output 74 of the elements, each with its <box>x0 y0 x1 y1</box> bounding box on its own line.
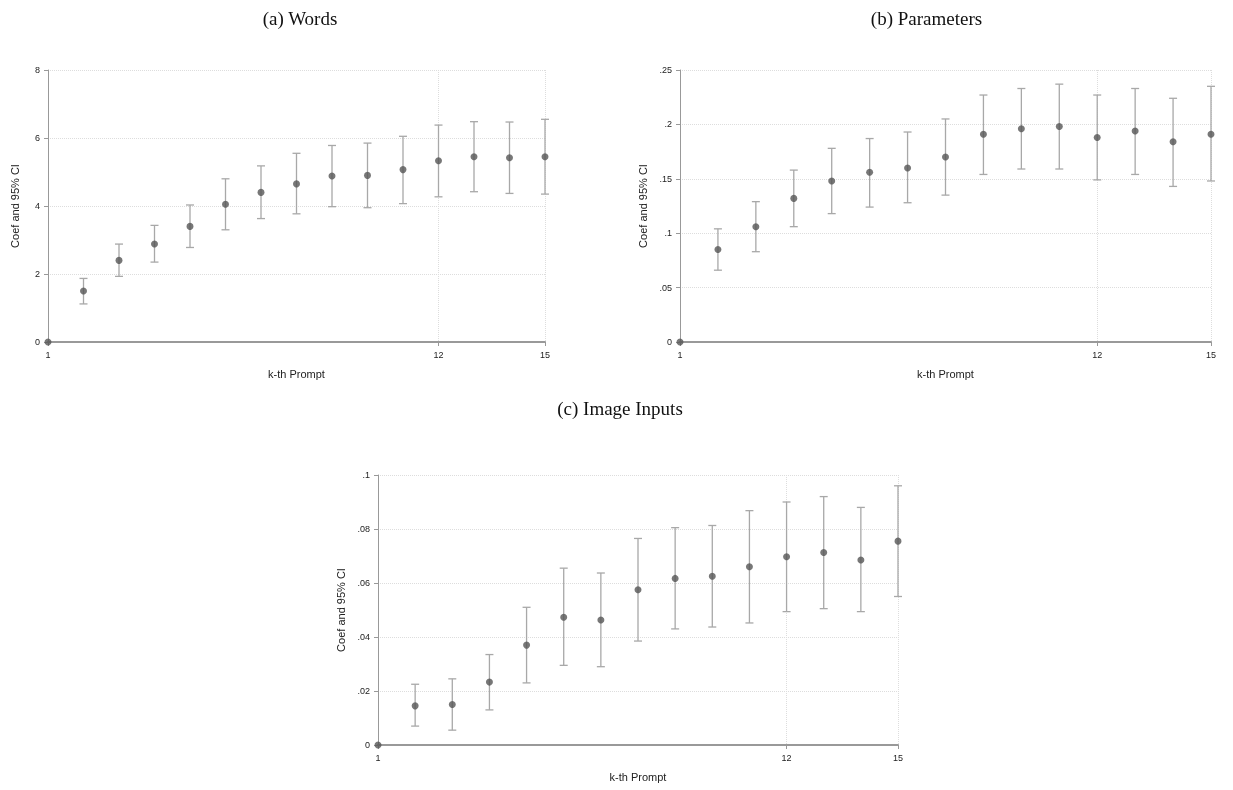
point <box>411 702 419 710</box>
x-tick-label: 12 <box>433 349 444 360</box>
y-tick-label: 4 <box>34 201 40 211</box>
x-tick-label: 15 <box>539 349 551 360</box>
point <box>186 222 194 230</box>
x-axis-title: k-th Prompt <box>609 770 667 783</box>
x-tick-label: 1 <box>375 752 381 763</box>
y-axis-title: Coef and 95% CI <box>637 164 650 248</box>
point <box>435 157 442 165</box>
x-axis-title: k-th Prompt <box>917 367 974 380</box>
point <box>783 553 791 561</box>
y-tick-label: 0 <box>666 337 672 347</box>
point <box>857 556 865 564</box>
y-tick-label: .04 <box>357 632 370 642</box>
point <box>820 548 828 556</box>
chart-title: (b) Parameters <box>870 8 983 30</box>
point <box>1055 123 1063 131</box>
x-tick-label: 12 <box>781 752 792 763</box>
x-tick-label: 15 <box>892 752 904 763</box>
point <box>1169 138 1177 146</box>
x-tick-label: 12 <box>1092 349 1103 360</box>
point <box>115 256 123 264</box>
point <box>448 701 456 708</box>
y-tick-label: .08 <box>357 524 370 534</box>
y-tick-label: 2 <box>34 269 40 279</box>
y-axis-title: Coef and 95% CI <box>8 164 21 248</box>
point <box>1093 133 1101 141</box>
chart-title: (c) Image Inputs <box>557 398 683 420</box>
x-tick-label: 15 <box>1205 349 1217 360</box>
point <box>866 168 874 176</box>
y-tick-label: .1 <box>362 470 370 480</box>
y-tick-label: .2 <box>664 119 672 130</box>
point <box>634 586 642 594</box>
y-tick-label: 0 <box>364 740 370 750</box>
point <box>942 153 949 161</box>
point <box>714 246 722 254</box>
point <box>364 171 371 179</box>
y-tick-label: .15 <box>659 173 672 184</box>
x-tick-label: 1 <box>677 349 683 360</box>
y-tick-label: .05 <box>659 282 672 293</box>
point <box>1207 130 1215 138</box>
y-tick-label: 8 <box>34 65 40 75</box>
point <box>1131 127 1139 135</box>
point <box>904 164 912 172</box>
point <box>257 188 265 196</box>
point <box>1017 125 1025 133</box>
point <box>470 153 478 161</box>
y-tick-label: 0 <box>34 337 40 347</box>
chart-title: (a) Words <box>262 8 338 30</box>
y-tick-label: .02 <box>357 686 370 696</box>
y-tick-label: .06 <box>357 578 370 588</box>
point <box>523 641 531 649</box>
point <box>293 180 300 188</box>
y-axis-title: Coef and 95% CI <box>335 568 348 652</box>
point <box>745 563 753 571</box>
point <box>979 130 987 138</box>
point <box>399 166 407 174</box>
point <box>485 678 493 686</box>
point <box>151 240 158 248</box>
point <box>222 200 229 208</box>
point <box>671 574 679 582</box>
point <box>708 572 716 580</box>
y-tick-label: 6 <box>34 133 40 143</box>
x-axis-title: k-th Prompt <box>268 367 325 380</box>
point <box>506 154 513 162</box>
y-tick-label: .25 <box>659 65 672 75</box>
point <box>560 613 568 621</box>
point <box>541 153 549 161</box>
point <box>790 194 798 202</box>
x-tick-label: 1 <box>45 349 51 360</box>
point <box>752 223 760 231</box>
y-tick-label: .1 <box>664 228 672 239</box>
point <box>80 287 87 295</box>
point <box>828 177 836 185</box>
